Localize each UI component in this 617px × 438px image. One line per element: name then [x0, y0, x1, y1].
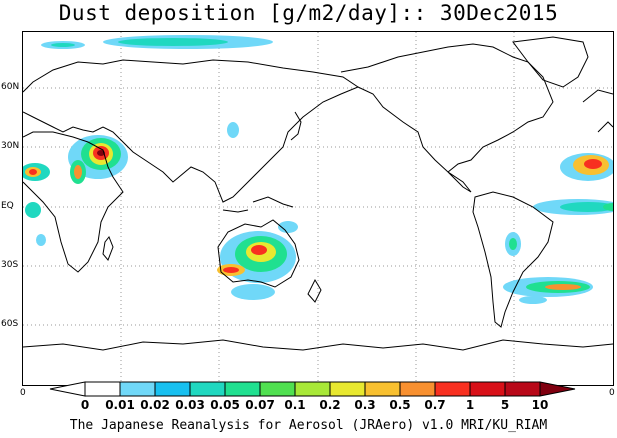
lon-label-right: 0: [609, 388, 615, 398]
world-map: [22, 31, 614, 386]
colorbar-box: [119, 381, 156, 397]
colorbar-tick-label: 0.05: [210, 398, 240, 412]
lat-label-eq: EQ: [1, 201, 14, 211]
colorbar-box: [469, 381, 506, 397]
colorbar-arrow-low: [49, 381, 86, 397]
lat-label-60s: 60S: [1, 319, 19, 329]
colorbar-box: [434, 381, 471, 397]
lat-label-30n: 30N: [1, 141, 20, 151]
lat-label-60n: 60N: [1, 82, 20, 92]
colorbar-tick-label: 0.1: [284, 398, 306, 412]
map-canvas: [23, 32, 613, 385]
colorbar: [49, 381, 576, 397]
colorbar-box: [364, 381, 401, 397]
colorbar-box: [294, 381, 331, 397]
colorbar-tick-label: 0.3: [354, 398, 376, 412]
colorbar-tick-label: 0.2: [319, 398, 341, 412]
lon-label-left: 0: [20, 388, 26, 398]
footer-credit: The Japanese Reanalysis for Aerosol (JRA…: [69, 418, 548, 433]
colorbar-tick-label: 0: [80, 398, 90, 412]
colorbar-tick-label: 0.03: [175, 398, 205, 412]
colorbar-tick-label: 0.5: [389, 398, 411, 412]
colorbar-tick-label: 0.02: [140, 398, 170, 412]
colorbar-box: [504, 381, 541, 397]
map-title: Dust deposition [g/m2/day]:: 30Dec2015: [58, 1, 559, 25]
colorbar-tick-label: 5: [500, 398, 510, 412]
colorbar-box: [154, 381, 191, 397]
colorbar-box: [189, 381, 226, 397]
dust-deposition-shading: [23, 35, 613, 304]
colorbar-box: [84, 381, 121, 397]
colorbar-tick-label: 10: [531, 398, 549, 412]
graticule: [23, 32, 613, 385]
colorbar-box: [259, 381, 296, 397]
colorbar-arrow-high: [539, 381, 576, 397]
coastlines: [23, 36, 613, 351]
colorbar-tick-label: 0.01: [105, 398, 135, 412]
colorbar-box: [224, 381, 261, 397]
colorbar-box: [329, 381, 366, 397]
colorbar-box: [399, 381, 436, 397]
colorbar-tick-label: 0.7: [424, 398, 446, 412]
colorbar-tick-label: 0.07: [245, 398, 275, 412]
lat-label-30s: 30S: [1, 260, 19, 270]
colorbar-tick-label: 1: [465, 398, 475, 412]
